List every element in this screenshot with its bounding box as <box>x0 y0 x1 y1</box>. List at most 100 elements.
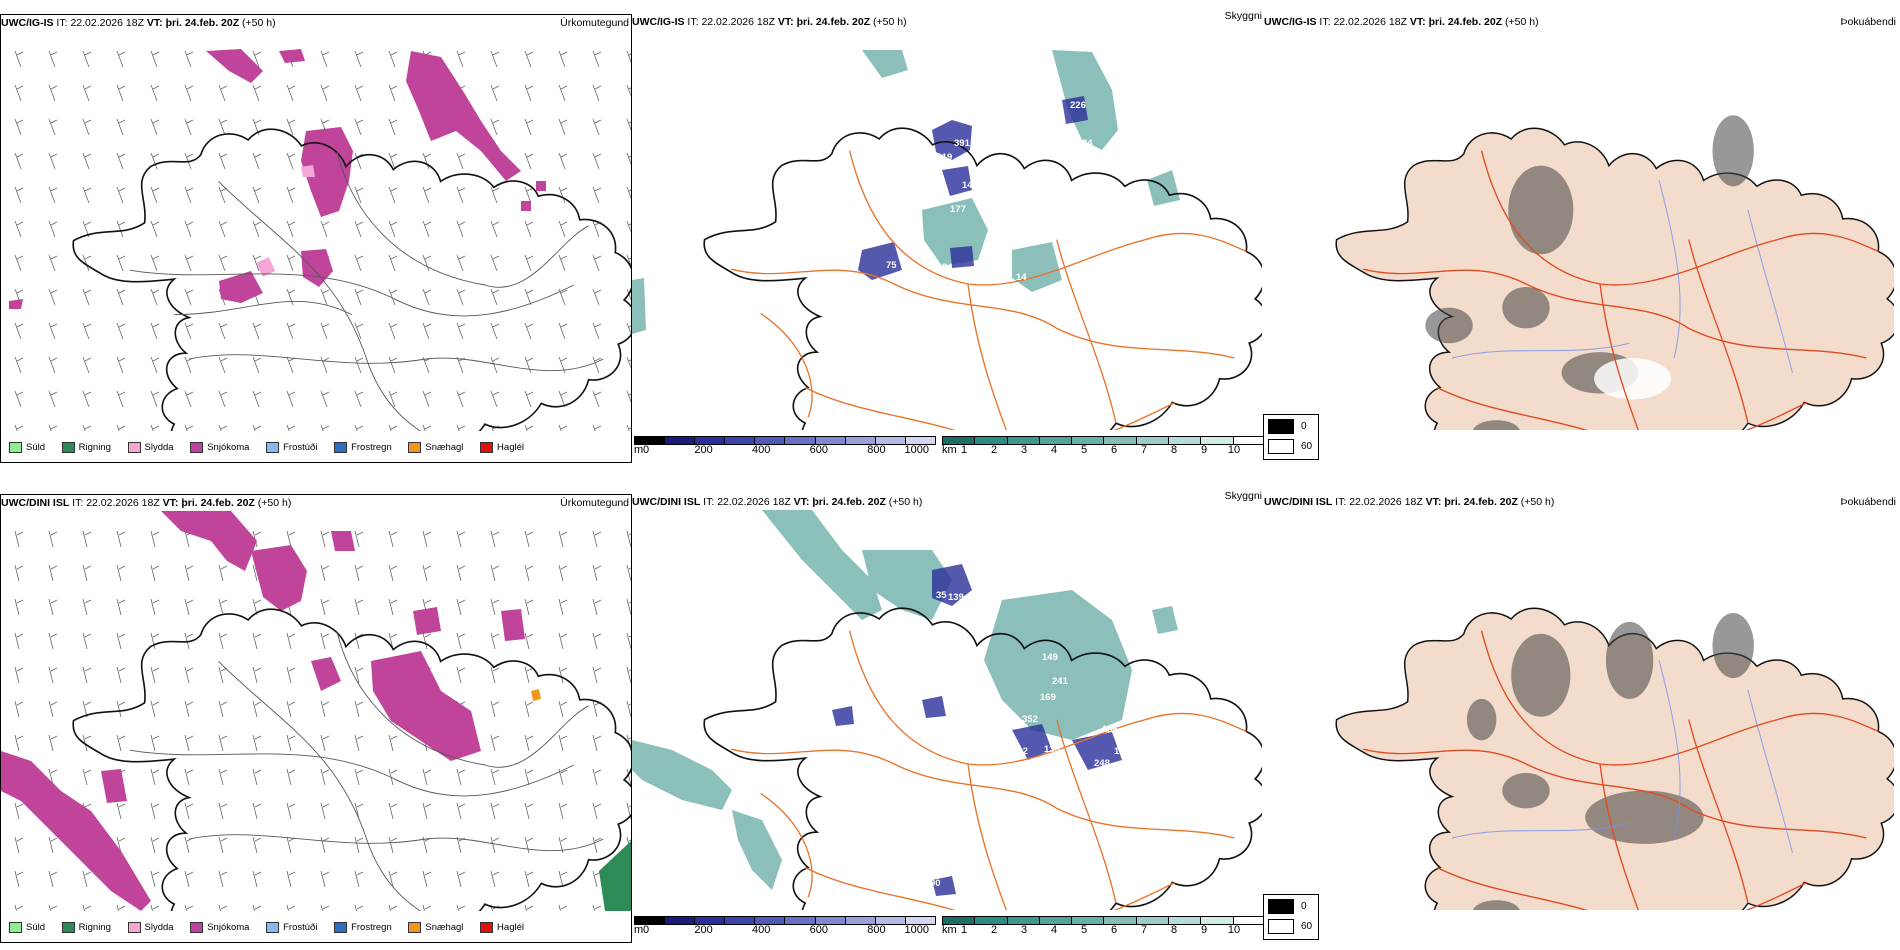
wind-barb <box>150 768 160 786</box>
wind-barb <box>456 220 466 238</box>
cloudbase-label: 27 <box>962 596 973 607</box>
wind-barb <box>286 356 296 374</box>
swatch <box>266 442 280 453</box>
fog-legend-low: 0 <box>1268 899 1307 914</box>
legend-label: Haglél <box>497 922 524 934</box>
wind-barb <box>150 186 160 204</box>
lead-time: (+50 h) <box>1520 496 1555 508</box>
fog-legend-low: 0 <box>1268 419 1307 434</box>
wind-barb <box>116 118 126 136</box>
wind-barb <box>48 84 58 102</box>
wind-barb <box>626 424 631 431</box>
wind-barb <box>354 734 364 752</box>
wind-barb <box>48 50 58 68</box>
wind-barb <box>116 632 126 650</box>
cloudbase-label: 132 <box>1012 746 1028 757</box>
wind-barb <box>286 390 296 408</box>
valid-time: þri. 24.feb. 20Z <box>796 16 871 28</box>
wind-barb <box>490 186 500 204</box>
wind-barb <box>422 870 432 888</box>
model-name: UWC/IG-IS <box>1264 16 1317 28</box>
wind-barb <box>626 700 631 718</box>
snow-areas <box>1 511 525 911</box>
wind-barb <box>184 836 194 854</box>
wind-barb <box>116 904 126 911</box>
wind-barb <box>354 836 364 854</box>
visibility-map: 35 139 27 145 37 49 149 241 169 352 186 … <box>632 510 1262 910</box>
wind-barb <box>252 390 262 408</box>
wind-barb <box>286 322 296 340</box>
scale-tick: 6 <box>1110 444 1118 456</box>
cloudbase-label: 32 <box>994 736 1005 747</box>
wind-barb <box>524 734 534 752</box>
wind-barb <box>320 802 330 820</box>
wind-barb <box>422 802 432 820</box>
wind-barb <box>48 870 58 888</box>
wind-barb <box>524 666 534 684</box>
legend-hail: Haglél <box>480 442 524 453</box>
snow-areas <box>9 49 546 309</box>
wind-barb <box>388 904 398 911</box>
wind-barb <box>490 530 500 548</box>
wind-barb <box>354 598 364 616</box>
scale-tick: 800 <box>867 444 886 456</box>
wind-barb <box>354 390 364 408</box>
wind-barb <box>592 288 602 306</box>
wind-barb <box>354 50 364 68</box>
wind-barb <box>354 84 364 102</box>
wind-barb <box>592 564 602 582</box>
wind-barb <box>218 152 228 170</box>
wind-barb <box>82 186 92 204</box>
swatch <box>480 442 494 453</box>
wind-barb <box>388 118 398 136</box>
wind-barb <box>558 734 568 752</box>
wind-barb <box>48 152 58 170</box>
valid-label: VT: <box>162 497 179 509</box>
wind-barb <box>150 904 160 911</box>
valid-label: VT: <box>1425 496 1442 508</box>
wind-barb <box>388 254 398 272</box>
swatch <box>190 922 204 933</box>
wind-barb <box>626 84 631 97</box>
scale-tick: 3 <box>1020 924 1028 936</box>
legend-freezing-rain: Frostregn <box>334 922 392 933</box>
cloud-base-scale: m 0 200 400 600 800 1000 <box>634 436 936 460</box>
panel-visibility-igis: UWC/IG-IS IT: 22.02.2026 18Z VT: þri. 24… <box>632 10 1266 463</box>
fog-legend: 0 60 <box>1263 894 1319 940</box>
wind-barb <box>184 700 194 718</box>
init-label: IT: <box>687 16 699 28</box>
wind-barb <box>456 904 466 911</box>
wind-barb <box>218 700 228 718</box>
scale-unit: m <box>634 444 644 456</box>
wind-barb <box>48 700 58 718</box>
wind-barb <box>490 700 500 718</box>
wind-barb <box>456 152 466 170</box>
wind-barb <box>116 802 126 820</box>
wind-barb <box>388 390 398 408</box>
panel-header: UWC/IG-IS IT: 22.02.2026 18Z VT: þri. 24… <box>632 10 1264 30</box>
precip-legend: Súld Rigning Slydda Snjókoma Frostúði Fr… <box>9 922 538 936</box>
wind-barb <box>116 220 126 238</box>
wind-barb <box>490 734 500 752</box>
wind-barb <box>48 564 58 582</box>
legend-label: Snjókoma <box>207 922 250 934</box>
wind-barb <box>524 768 534 786</box>
wind-barb <box>218 118 228 136</box>
cloudbase-label: 90 <box>930 878 941 889</box>
valid-label: VT: <box>777 16 794 28</box>
valid-time: þri. 24.feb. 20Z <box>812 496 886 508</box>
wind-barb <box>252 186 262 204</box>
wind-barb <box>150 322 160 340</box>
wind-barb <box>354 802 364 820</box>
lead-time: (+50 h) <box>873 16 907 28</box>
panel-fog-index-dini: UWC/DINI ISL IT: 22.02.2026 18Z VT: þri.… <box>1263 494 1900 943</box>
wind-barb <box>626 390 631 403</box>
swatch <box>266 922 280 933</box>
wind-barb <box>388 802 398 820</box>
wind-barb <box>320 632 330 650</box>
wind-barb <box>524 84 534 102</box>
wind-barb <box>456 598 466 616</box>
cloud-base-labels: 391 119 143 177 226 34 48 75 94 98 14 22 <box>864 100 1151 409</box>
cloudbase-label: 139 <box>948 592 964 603</box>
cloud-base-areas <box>832 564 1122 896</box>
